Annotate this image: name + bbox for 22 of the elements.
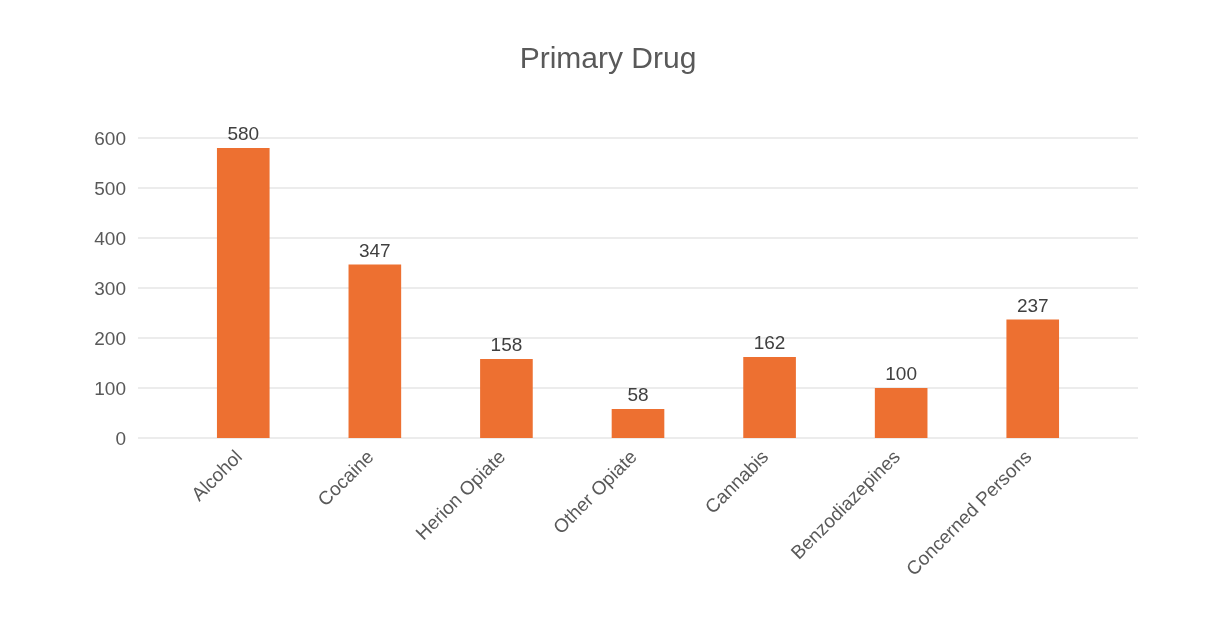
bar [611,409,665,438]
data-label: 100 [885,363,918,384]
y-tick-label: 200 [94,327,126,349]
bar [743,357,796,438]
y-tick-label: 500 [94,177,126,199]
y-tick-label: 100 [94,377,126,399]
y-tick-label: 300 [94,277,126,299]
data-label: 580 [227,123,260,144]
y-tick-label: 400 [94,227,126,249]
bar [874,388,928,438]
data-label: 158 [490,334,523,355]
bar [1006,319,1060,438]
bar [216,148,270,438]
y-tick-label: 0 [115,427,126,449]
data-label: 58 [627,384,649,405]
y-tick-label: 600 [94,127,126,149]
bar [480,359,533,438]
data-label: 162 [753,332,786,353]
bar [348,264,402,438]
data-label: 237 [1016,294,1049,316]
data-label: 347 [358,239,391,261]
chart-title: Primary Drug [519,41,697,74]
